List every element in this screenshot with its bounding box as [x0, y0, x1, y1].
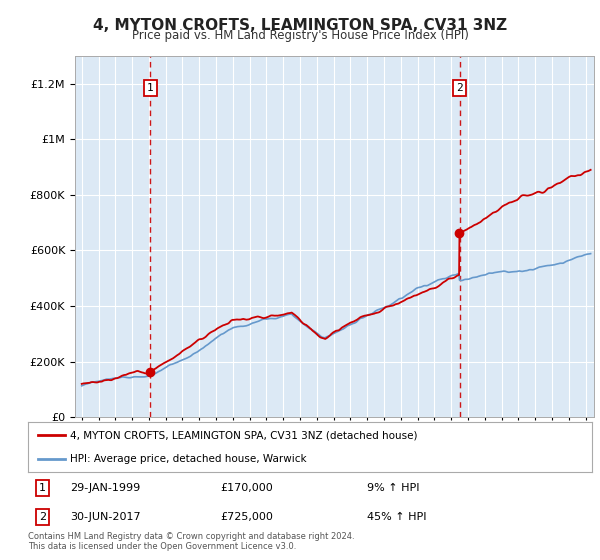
Text: Contains HM Land Registry data © Crown copyright and database right 2024.
This d: Contains HM Land Registry data © Crown c…: [28, 532, 355, 552]
Text: 2: 2: [39, 512, 46, 521]
Text: 4, MYTON CROFTS, LEAMINGTON SPA, CV31 3NZ: 4, MYTON CROFTS, LEAMINGTON SPA, CV31 3N…: [93, 18, 507, 34]
Text: Price paid vs. HM Land Registry's House Price Index (HPI): Price paid vs. HM Land Registry's House …: [131, 29, 469, 42]
Text: £725,000: £725,000: [220, 512, 273, 521]
Text: 1: 1: [39, 483, 46, 493]
Text: 29-JAN-1999: 29-JAN-1999: [71, 483, 141, 493]
Text: 45% ↑ HPI: 45% ↑ HPI: [367, 512, 426, 521]
Text: 1: 1: [147, 83, 154, 93]
Text: £170,000: £170,000: [220, 483, 273, 493]
Text: HPI: Average price, detached house, Warwick: HPI: Average price, detached house, Warw…: [71, 455, 307, 464]
Text: 4, MYTON CROFTS, LEAMINGTON SPA, CV31 3NZ (detached house): 4, MYTON CROFTS, LEAMINGTON SPA, CV31 3N…: [71, 430, 418, 440]
Text: 9% ↑ HPI: 9% ↑ HPI: [367, 483, 419, 493]
Text: 2: 2: [456, 83, 463, 93]
Text: 30-JUN-2017: 30-JUN-2017: [71, 512, 141, 521]
